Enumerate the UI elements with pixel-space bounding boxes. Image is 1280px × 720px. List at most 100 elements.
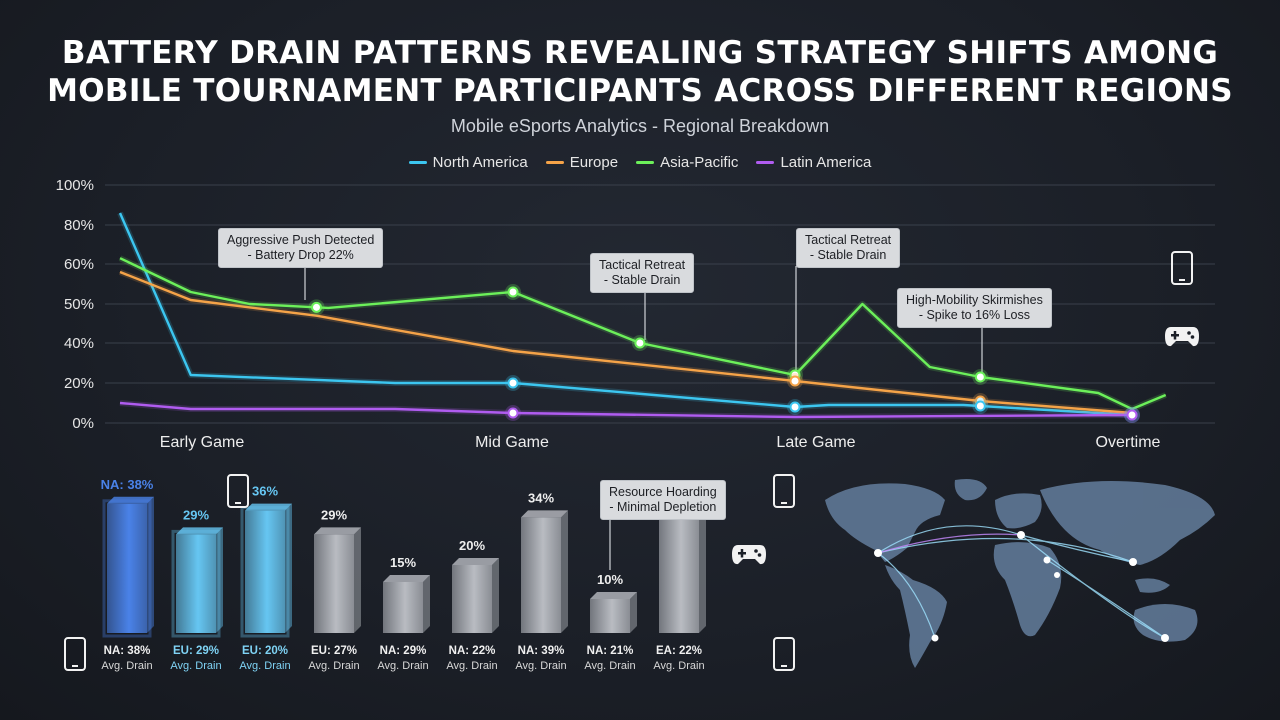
bar-side-3 bbox=[354, 527, 361, 633]
marker-2 bbox=[634, 337, 646, 349]
bar-3 bbox=[314, 534, 354, 633]
bar-4 bbox=[383, 582, 423, 633]
phone-icon bbox=[227, 474, 249, 508]
bar-side-7 bbox=[630, 592, 637, 633]
phone-icon bbox=[64, 637, 86, 671]
bar-top-1 bbox=[176, 527, 223, 535]
bar-value-label-3: 29% bbox=[321, 507, 347, 522]
annotation-4-line1: Resource Hoarding bbox=[609, 485, 717, 499]
y-tick-label-2: 60% bbox=[64, 256, 94, 273]
legend-label-1: Europe bbox=[569, 154, 619, 171]
bar-side-8 bbox=[699, 510, 706, 633]
x-tick-label-0: Early Game bbox=[160, 434, 245, 451]
bar-value-label-4: 15% bbox=[390, 555, 416, 570]
bar-sublabel-0: Avg. Drain bbox=[101, 660, 152, 672]
bar-sublabel-6: Avg. Drain bbox=[515, 660, 566, 672]
bar-8 bbox=[659, 517, 699, 633]
series-line-3 bbox=[119, 401, 1133, 419]
y-tick-label-6: 0% bbox=[72, 415, 94, 432]
annotation-2-line2: - Stable Drain bbox=[809, 248, 887, 262]
bar-1 bbox=[176, 534, 216, 633]
bar-0 bbox=[107, 503, 147, 633]
bar-6 bbox=[521, 517, 561, 633]
marker-9 bbox=[974, 400, 986, 412]
marker-7 bbox=[507, 377, 519, 389]
legend-item-2[interactable]: Asia-Pacific bbox=[636, 154, 738, 171]
bar-7 bbox=[590, 599, 630, 633]
bar-category-label-5: NA: 22% bbox=[449, 645, 496, 657]
y-tick-label-0: 100% bbox=[56, 177, 94, 194]
marker-1 bbox=[507, 286, 519, 298]
gamepad-icon bbox=[732, 545, 766, 565]
bar-value-label-7: 10% bbox=[597, 572, 623, 587]
marker-8 bbox=[789, 401, 801, 413]
legend-item-3[interactable]: Latin America bbox=[756, 154, 871, 171]
bar-glow-2 bbox=[240, 506, 290, 638]
bar-category-label-3: EU: 27% bbox=[311, 645, 357, 657]
legend: North America Europe Asia-Pacific Latin … bbox=[0, 154, 1280, 171]
annotation-2-line1: Tactical Retreat bbox=[805, 233, 892, 247]
marker-12 bbox=[1126, 409, 1138, 421]
y-tick-label-4: 40% bbox=[64, 335, 94, 352]
bar-value-label-5: 20% bbox=[459, 538, 485, 553]
bar-glow-0 bbox=[102, 499, 152, 638]
bar-top-3 bbox=[314, 527, 361, 535]
bar-glow-1 bbox=[171, 529, 221, 638]
annotation-3-line2: - Spike to 16% Loss bbox=[918, 308, 1030, 322]
annotation-1-line2: - Stable Drain bbox=[603, 273, 681, 287]
bar-sublabel-4: Avg. Drain bbox=[377, 660, 428, 672]
legend-item-0[interactable]: North America bbox=[408, 154, 528, 171]
bar-value-label-2: 36% bbox=[252, 484, 278, 499]
bar-top-2 bbox=[245, 503, 292, 511]
bar-value-label-6: 34% bbox=[528, 490, 554, 505]
bar-top-7 bbox=[590, 592, 637, 599]
annotation-tactical-retreat-1: Tactical Retreat - Stable Drain bbox=[590, 253, 695, 293]
marker-4 bbox=[974, 371, 986, 383]
title-line-1: BATTERY DRAIN PATTERNS REVEALING STRATEG… bbox=[61, 35, 1219, 71]
legend-swatch-2 bbox=[636, 161, 655, 164]
bar-category-label-4: NA: 29% bbox=[380, 645, 427, 657]
legend-label-3: Latin America bbox=[780, 154, 872, 171]
bar-sublabel-5: Avg. Drain bbox=[446, 660, 497, 672]
bar-side-1 bbox=[216, 527, 223, 633]
title-line-2: MOBILE TOURNAMENT PARTICIPANTS ACROSS DI… bbox=[47, 73, 1233, 109]
bar-5 bbox=[452, 565, 492, 633]
annotation-3-line1: High-Mobility Skirmishes bbox=[906, 293, 1043, 307]
bar-side-0 bbox=[147, 496, 154, 633]
annotation-resource-hoarding: Resource Hoarding - Minimal Depletion bbox=[600, 480, 726, 520]
annotation-0-line1: Aggressive Push Detected bbox=[227, 233, 375, 247]
bar-side-6 bbox=[561, 510, 568, 633]
x-tick-label-2: Late Game bbox=[776, 434, 855, 451]
legend-item-1[interactable]: Europe bbox=[545, 154, 619, 171]
bar-top-4 bbox=[383, 575, 430, 582]
bar-category-label-8: EA: 22% bbox=[656, 645, 702, 657]
gamepad-icon bbox=[1165, 327, 1199, 347]
bar-top-0 bbox=[107, 496, 154, 504]
legend-label-0: North America bbox=[432, 154, 528, 171]
y-tick-label-1: 80% bbox=[64, 217, 94, 234]
bar-side-2 bbox=[285, 503, 292, 633]
phone-icon bbox=[773, 474, 795, 508]
legend-swatch-0 bbox=[408, 161, 427, 164]
bar-sublabel-8: Avg. Drain bbox=[653, 660, 704, 672]
bar-top-6 bbox=[521, 510, 568, 518]
bar-sublabel-1: Avg. Drain bbox=[170, 660, 221, 672]
bar-category-label-6: NA: 39% bbox=[518, 645, 565, 657]
bar-value-label-1: 29% bbox=[183, 507, 209, 522]
bar-sublabel-2: Avg. Drain bbox=[239, 660, 290, 672]
x-tick-label-3: Overtime bbox=[1096, 434, 1161, 451]
chart-subtitle: Mobile eSports Analytics - Regional Brea… bbox=[450, 116, 830, 136]
bar-2 bbox=[245, 510, 285, 633]
legend-swatch-3 bbox=[756, 161, 775, 164]
annotation-aggressive-push: Aggressive Push Detected - Battery Drop … bbox=[218, 228, 384, 268]
annotation-high-mobility: High-Mobility Skirmishes - Spike to 16% … bbox=[897, 288, 1052, 328]
legend-label-2: Asia-Pacific bbox=[660, 154, 739, 171]
series-line-0 bbox=[118, 212, 1133, 417]
bar-side-5 bbox=[492, 558, 499, 633]
y-tick-label-5: 20% bbox=[64, 375, 94, 392]
bar-value-label-0: NA: 38% bbox=[101, 477, 154, 492]
y-tick-label-3: 50% bbox=[64, 296, 94, 313]
bar-category-label-7: NA: 21% bbox=[587, 645, 634, 657]
phone-icon bbox=[1171, 251, 1193, 285]
